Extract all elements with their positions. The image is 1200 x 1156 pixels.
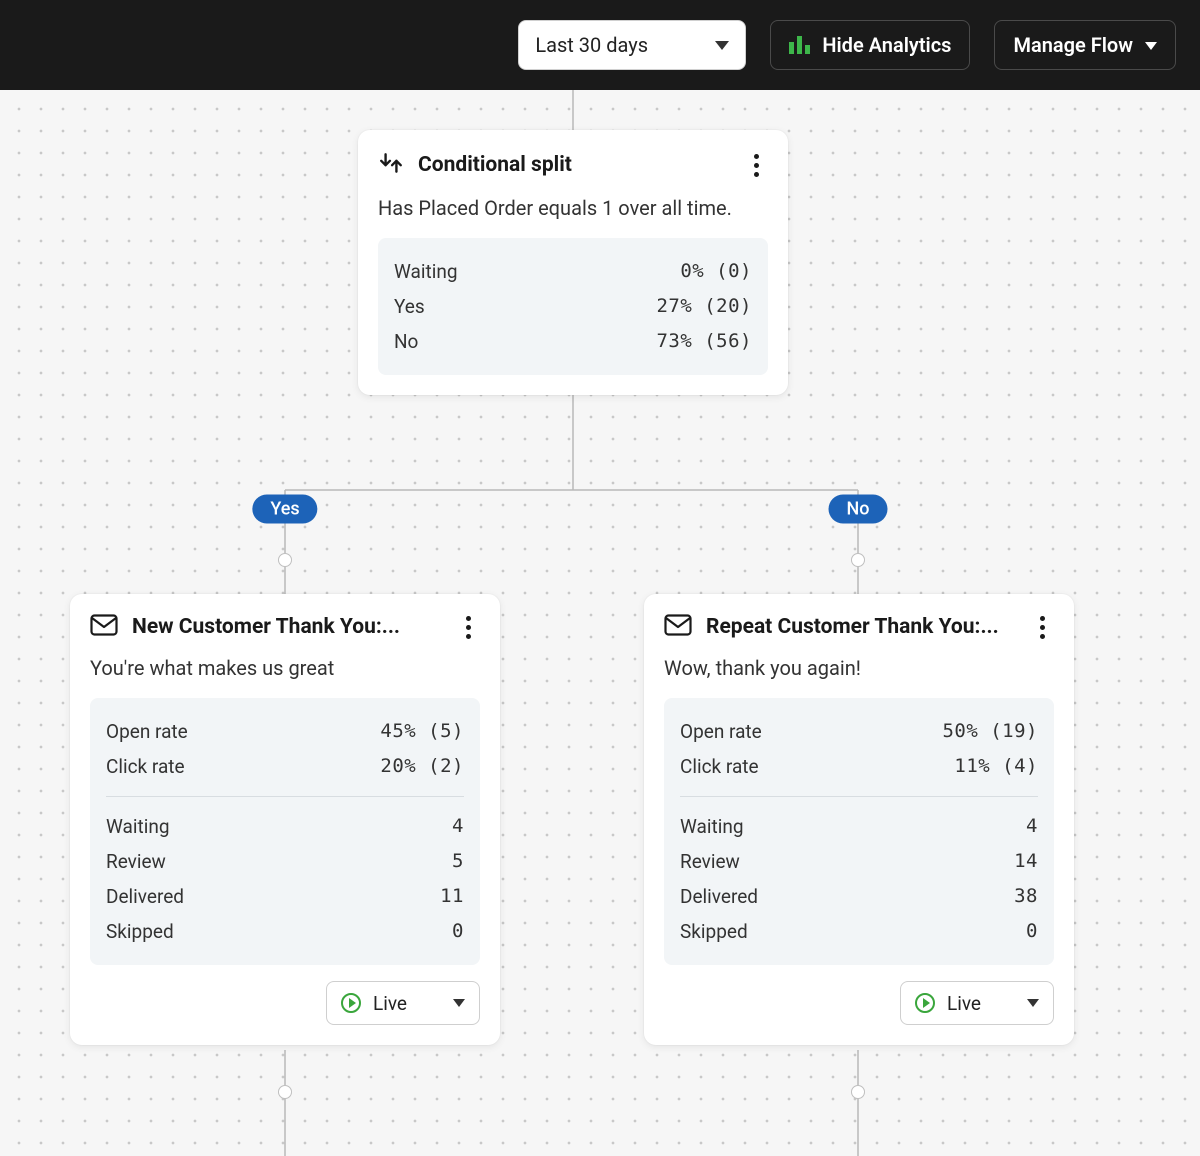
stat-row: Yes 27% (20) xyxy=(394,289,752,324)
status-selector: Live xyxy=(664,981,1054,1025)
connector-dot xyxy=(851,1085,865,1099)
stat-label: Yes xyxy=(394,295,425,318)
stat-label: Open rate xyxy=(106,720,188,743)
stat-value: 50% (19) xyxy=(942,720,1038,743)
stat-row: Skipped 0 xyxy=(106,914,464,949)
chevron-down-icon xyxy=(1027,999,1039,1007)
status-label: Live xyxy=(373,992,407,1015)
stat-label: Waiting xyxy=(106,815,170,838)
split-description: Has Placed Order equals 1 over all time. xyxy=(378,196,768,220)
stat-label: Skipped xyxy=(680,920,748,943)
stat-label: Skipped xyxy=(106,920,174,943)
stat-value: 45% (5) xyxy=(380,720,464,743)
status-select[interactable]: Live xyxy=(326,981,480,1025)
stat-label: Click rate xyxy=(106,755,185,778)
email-subtitle: Wow, thank you again! xyxy=(664,656,1054,680)
email-stats: Open rate 45% (5) Click rate 20% (2) Wai… xyxy=(90,698,480,965)
caret-down-icon xyxy=(1145,42,1157,50)
stat-row: Open rate 50% (19) xyxy=(680,714,1038,749)
stat-row: Delivered 11 xyxy=(106,879,464,914)
status-selector: Live xyxy=(90,981,480,1025)
connector-dot xyxy=(278,1085,292,1099)
stat-value: 11 xyxy=(440,885,464,908)
chevron-down-icon xyxy=(715,41,729,50)
stat-value: 4 xyxy=(452,815,464,838)
split-stats: Waiting 0% (0) Yes 27% (20) No 73% (56) xyxy=(378,238,768,375)
stat-label: Review xyxy=(680,850,740,873)
branch-pill-no: No xyxy=(829,495,888,524)
stat-label: Review xyxy=(106,850,166,873)
stat-value: 11% (4) xyxy=(954,755,1038,778)
branch-pill-yes: Yes xyxy=(252,495,317,524)
connector-dot xyxy=(278,553,292,567)
stat-row: Click rate 11% (4) xyxy=(680,749,1038,784)
mail-icon xyxy=(664,614,692,640)
live-icon xyxy=(341,993,361,1013)
stat-value: 14 xyxy=(1014,850,1038,873)
stat-row: No 73% (56) xyxy=(394,324,752,359)
card-header: New Customer Thank You:... xyxy=(90,614,480,640)
divider xyxy=(680,796,1038,797)
stat-label: Waiting xyxy=(680,815,744,838)
stat-row: Open rate 45% (5) xyxy=(106,714,464,749)
stat-value: 0% (0) xyxy=(680,260,752,283)
conditional-split-card[interactable]: Conditional split Has Placed Order equal… xyxy=(358,130,788,395)
chevron-down-icon xyxy=(453,999,465,1007)
stat-value: 0 xyxy=(452,920,464,943)
hide-analytics-button[interactable]: Hide Analytics xyxy=(770,20,970,70)
email-stats: Open rate 50% (19) Click rate 11% (4) Wa… xyxy=(664,698,1054,965)
email-card-right[interactable]: Repeat Customer Thank You:... Wow, thank… xyxy=(644,594,1074,1045)
stat-row: Waiting 4 xyxy=(106,809,464,844)
stat-row: Review 5 xyxy=(106,844,464,879)
card-menu-button[interactable] xyxy=(744,154,768,177)
flow-canvas[interactable]: Conditional split Has Placed Order equal… xyxy=(0,90,1200,1156)
stat-value: 73% (56) xyxy=(656,330,752,353)
split-title: Conditional split xyxy=(418,153,730,177)
email-subtitle: You're what makes us great xyxy=(90,656,480,680)
email-card-left[interactable]: New Customer Thank You:... You're what m… xyxy=(70,594,500,1045)
divider xyxy=(106,796,464,797)
stat-label: Waiting xyxy=(394,260,458,283)
manage-flow-button[interactable]: Manage Flow xyxy=(994,20,1176,70)
period-label: Last 30 days xyxy=(535,33,648,57)
stat-row: Waiting 4 xyxy=(680,809,1038,844)
hide-analytics-label: Hide Analytics xyxy=(822,33,951,57)
card-header: Repeat Customer Thank You:... xyxy=(664,614,1054,640)
manage-flow-label: Manage Flow xyxy=(1013,33,1133,57)
bar-chart-icon xyxy=(789,36,810,54)
live-icon xyxy=(915,993,935,1013)
stat-row: Waiting 0% (0) xyxy=(394,254,752,289)
stat-label: Click rate xyxy=(680,755,759,778)
stat-label: Open rate xyxy=(680,720,762,743)
stat-label: Delivered xyxy=(680,885,758,908)
split-icon xyxy=(378,150,404,180)
stat-row: Delivered 38 xyxy=(680,879,1038,914)
stat-label: No xyxy=(394,330,418,353)
connector-dot xyxy=(851,553,865,567)
email-title: New Customer Thank You:... xyxy=(132,615,442,639)
status-label: Live xyxy=(947,992,981,1015)
toolbar: Last 30 days Hide Analytics Manage Flow xyxy=(0,0,1200,90)
period-select[interactable]: Last 30 days xyxy=(518,20,746,70)
email-title: Repeat Customer Thank You:... xyxy=(706,615,1016,639)
stat-value: 5 xyxy=(452,850,464,873)
card-menu-button[interactable] xyxy=(456,616,480,639)
stat-label: Delivered xyxy=(106,885,184,908)
stat-row: Review 14 xyxy=(680,844,1038,879)
card-menu-button[interactable] xyxy=(1030,616,1054,639)
stat-value: 0 xyxy=(1026,920,1038,943)
stat-value: 4 xyxy=(1026,815,1038,838)
stat-row: Click rate 20% (2) xyxy=(106,749,464,784)
stat-value: 27% (20) xyxy=(656,295,752,318)
mail-icon xyxy=(90,614,118,640)
card-header: Conditional split xyxy=(378,150,768,180)
stat-row: Skipped 0 xyxy=(680,914,1038,949)
stat-value: 20% (2) xyxy=(380,755,464,778)
stat-value: 38 xyxy=(1014,885,1038,908)
status-select[interactable]: Live xyxy=(900,981,1054,1025)
